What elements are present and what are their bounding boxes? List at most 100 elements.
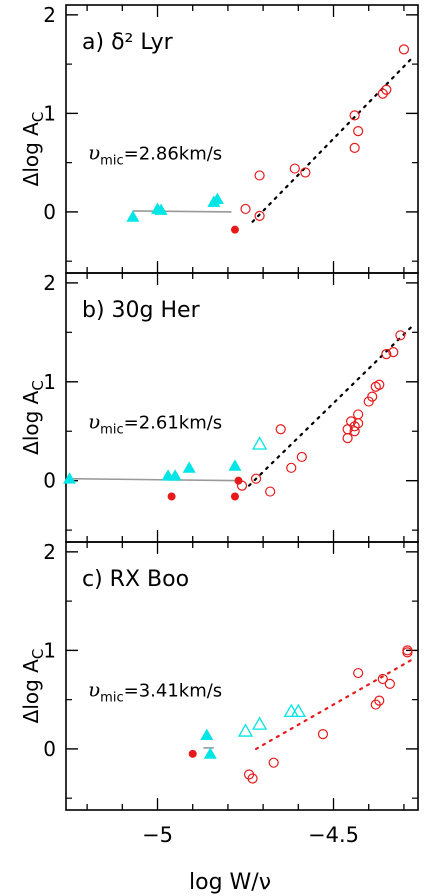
y-tick-label: 0: [43, 737, 56, 761]
star-name: δ² Lyr: [111, 30, 174, 55]
open-circle-point: [374, 379, 385, 390]
vmic-value: =3.41km/s: [124, 681, 223, 702]
y-axis-label-main: Δlog A: [19, 390, 43, 455]
y-tick-label: 0: [43, 469, 56, 493]
open-circle-point: [250, 473, 262, 484]
vmic-subscript: mic: [100, 154, 123, 169]
y-tick-label: 1: [43, 638, 56, 662]
open-circle-point: [374, 695, 385, 706]
y-axis-label-main: Δlog A: [19, 659, 43, 724]
fit-line-dotted: [251, 58, 413, 223]
open-circle-point: [367, 391, 378, 402]
filled-triangle-point: [126, 210, 140, 222]
filled-triangle-point: [228, 459, 242, 471]
filled-triangle-point: [182, 461, 196, 473]
panel-title: c) RX Boo: [82, 567, 189, 592]
open-circle-point: [398, 44, 410, 55]
open-circle-point: [349, 142, 360, 153]
open-triangle-point: [237, 723, 254, 737]
panel-frame: [65, 541, 419, 811]
y-tick-label: 0: [43, 200, 56, 224]
y-axis-label-sub: C: [29, 649, 47, 659]
vmic-symbol: υ: [88, 678, 100, 702]
vmic-subscript: mic: [100, 691, 123, 706]
vmic-value: =2.61km/s: [124, 412, 223, 433]
open-circle-point: [265, 486, 276, 497]
x-axis-label: log W/ν: [189, 870, 271, 895]
open-triangle-point: [251, 436, 268, 450]
filled-circle-point: [188, 749, 197, 758]
panel-title: b) 30g Her: [82, 298, 201, 323]
vmic-subscript: mic: [100, 422, 123, 437]
open-circle-point: [395, 330, 406, 341]
open-circle-point: [377, 673, 388, 685]
open-circle-point: [275, 424, 286, 435]
fit-line-dotted: [247, 326, 413, 487]
y-axis-label-main: Δlog A: [19, 122, 43, 187]
filled-triangle-point: [154, 203, 168, 215]
filled-circle-point: [230, 225, 239, 234]
open-circle-point: [353, 409, 364, 420]
open-circle-point: [247, 773, 258, 784]
y-axis-label: Δlog AC: [19, 112, 47, 187]
filled-triangle-point: [63, 472, 77, 484]
y-axis-label-sub: C: [29, 380, 47, 390]
open-circle-point: [254, 210, 265, 221]
open-circle-point: [381, 348, 392, 360]
open-circle-point: [296, 451, 307, 463]
vmic-symbol: υ: [88, 409, 100, 433]
vmic-annotation: υmic=2.61km/s: [88, 409, 222, 437]
open-circle-point: [381, 84, 392, 95]
filled-triangle-point: [200, 728, 214, 740]
fit-line-dotted: [254, 659, 413, 751]
open-circle-point: [289, 163, 300, 174]
open-circle-point: [353, 126, 364, 137]
open-circle-point: [353, 667, 364, 679]
open-circle-point: [240, 203, 251, 215]
open-circle-point: [300, 167, 311, 178]
vmic-annotation: υmic=2.86km/s: [88, 141, 222, 169]
filled-circle-point: [234, 476, 243, 485]
open-circle-point: [317, 729, 329, 740]
x-tick-label: −5: [142, 823, 173, 847]
x-tick-label: −4.5: [308, 823, 359, 847]
y-tick-label: 2: [43, 540, 56, 564]
y-tick-label: 2: [43, 3, 56, 27]
panel-label: a): [82, 30, 111, 55]
y-axis-label-sub: C: [29, 112, 47, 122]
open-circle-point: [353, 418, 364, 429]
open-triangle-point: [290, 703, 306, 717]
open-circle-point: [254, 170, 265, 181]
panel-label: c): [82, 567, 110, 592]
panel-title: a) δ² Lyr: [82, 30, 174, 55]
open-circle-point: [342, 433, 353, 444]
filled-triangle-point: [168, 469, 182, 481]
vmic-value: =2.86km/s: [124, 144, 223, 165]
vmic-annotation: υmic=3.41km/s: [88, 678, 222, 706]
open-circle-point: [388, 347, 399, 358]
vmic-symbol: υ: [88, 141, 100, 165]
filled-circle-point: [230, 492, 239, 501]
open-circle-point: [384, 678, 395, 689]
y-tick-label: 1: [43, 101, 56, 125]
open-circle-point: [349, 421, 360, 432]
filled-triangle-point: [203, 747, 217, 759]
filled-triangle-point: [210, 192, 224, 204]
y-axis-label: Δlog AC: [19, 649, 47, 724]
open-triangle-point: [251, 716, 268, 730]
y-axis-label: Δlog AC: [19, 380, 47, 455]
star-name: RX Boo: [110, 567, 189, 592]
open-circle-point: [349, 110, 360, 121]
y-tick-label: 1: [43, 370, 56, 394]
open-circle-point: [268, 757, 279, 768]
open-circle-point: [402, 647, 413, 658]
panel-label: b): [82, 298, 112, 323]
open-triangle-point: [283, 703, 299, 717]
star-name: 30g Her: [112, 298, 201, 323]
y-tick-label: 2: [43, 271, 56, 295]
open-circle-point: [236, 480, 248, 491]
